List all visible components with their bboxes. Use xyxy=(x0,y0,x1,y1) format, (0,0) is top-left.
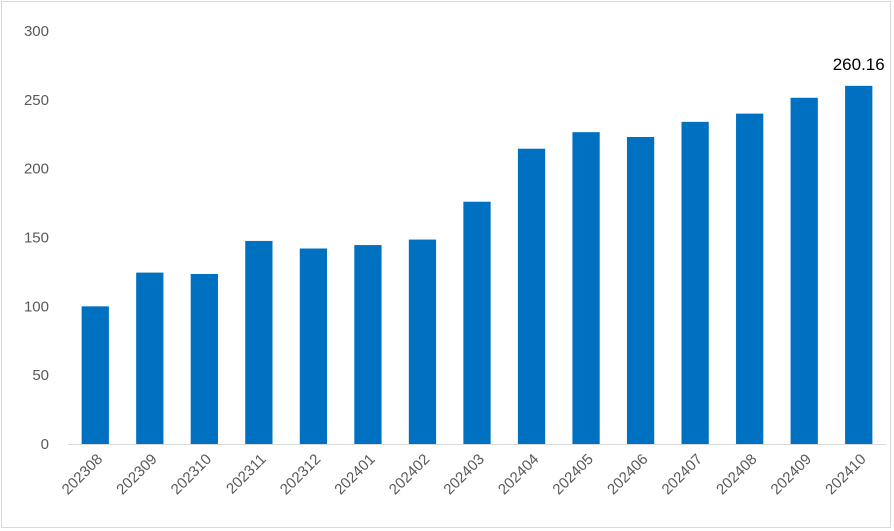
bar-202401 xyxy=(354,245,382,444)
x-tick-label: 202409 xyxy=(768,451,815,498)
y-axis-ticks: 0 50 100 150 200 250 300 xyxy=(24,23,49,453)
data-label: 260.16 xyxy=(833,55,885,74)
x-tick-label: 202408 xyxy=(713,451,760,498)
x-tick-label: 202404 xyxy=(495,451,542,498)
y-tick-label: 250 xyxy=(24,92,49,109)
x-tick-label: 202407 xyxy=(659,451,706,498)
x-tick-label: 202402 xyxy=(386,451,433,498)
y-tick-label: 150 xyxy=(24,230,49,247)
bar-202408 xyxy=(736,113,764,444)
x-tick-label: 202405 xyxy=(549,451,596,498)
x-tick-label: 202311 xyxy=(223,451,270,498)
y-tick-label: 50 xyxy=(32,367,49,384)
x-tick-label: 202406 xyxy=(604,451,651,498)
x-tick-label: 202403 xyxy=(440,451,487,498)
bar-202308 xyxy=(81,306,109,444)
x-tick-label: 202309 xyxy=(113,451,160,498)
x-tick-label: 202308 xyxy=(59,451,106,498)
x-tick-label: 202401 xyxy=(331,451,378,498)
bar-202407 xyxy=(681,121,709,445)
x-axis-labels: 202308 202309 202310 202311 202312 202401 2024… xyxy=(59,451,870,498)
x-tick-label: 202310 xyxy=(168,451,215,498)
y-tick-label: 300 xyxy=(24,23,49,40)
x-tick-label: 202312 xyxy=(277,451,324,498)
bar-202309 xyxy=(136,272,164,444)
bar-202402 xyxy=(408,239,437,444)
bar-202410 xyxy=(845,85,873,444)
data-labels: 260.16 xyxy=(833,55,885,74)
bar-202405 xyxy=(572,132,600,444)
bar-202409 xyxy=(790,97,818,444)
x-tick-label: 202410 xyxy=(822,451,869,498)
bar-202404 xyxy=(517,148,546,444)
bar-202406 xyxy=(626,137,655,444)
bars xyxy=(81,85,873,445)
bar-202312 xyxy=(299,248,328,444)
y-tick-label: 200 xyxy=(24,161,49,178)
bar-202310 xyxy=(190,273,218,444)
bar-202311 xyxy=(245,240,273,444)
y-tick-label: 0 xyxy=(41,436,49,453)
y-tick-label: 100 xyxy=(24,298,49,315)
bar-202403 xyxy=(463,201,491,444)
